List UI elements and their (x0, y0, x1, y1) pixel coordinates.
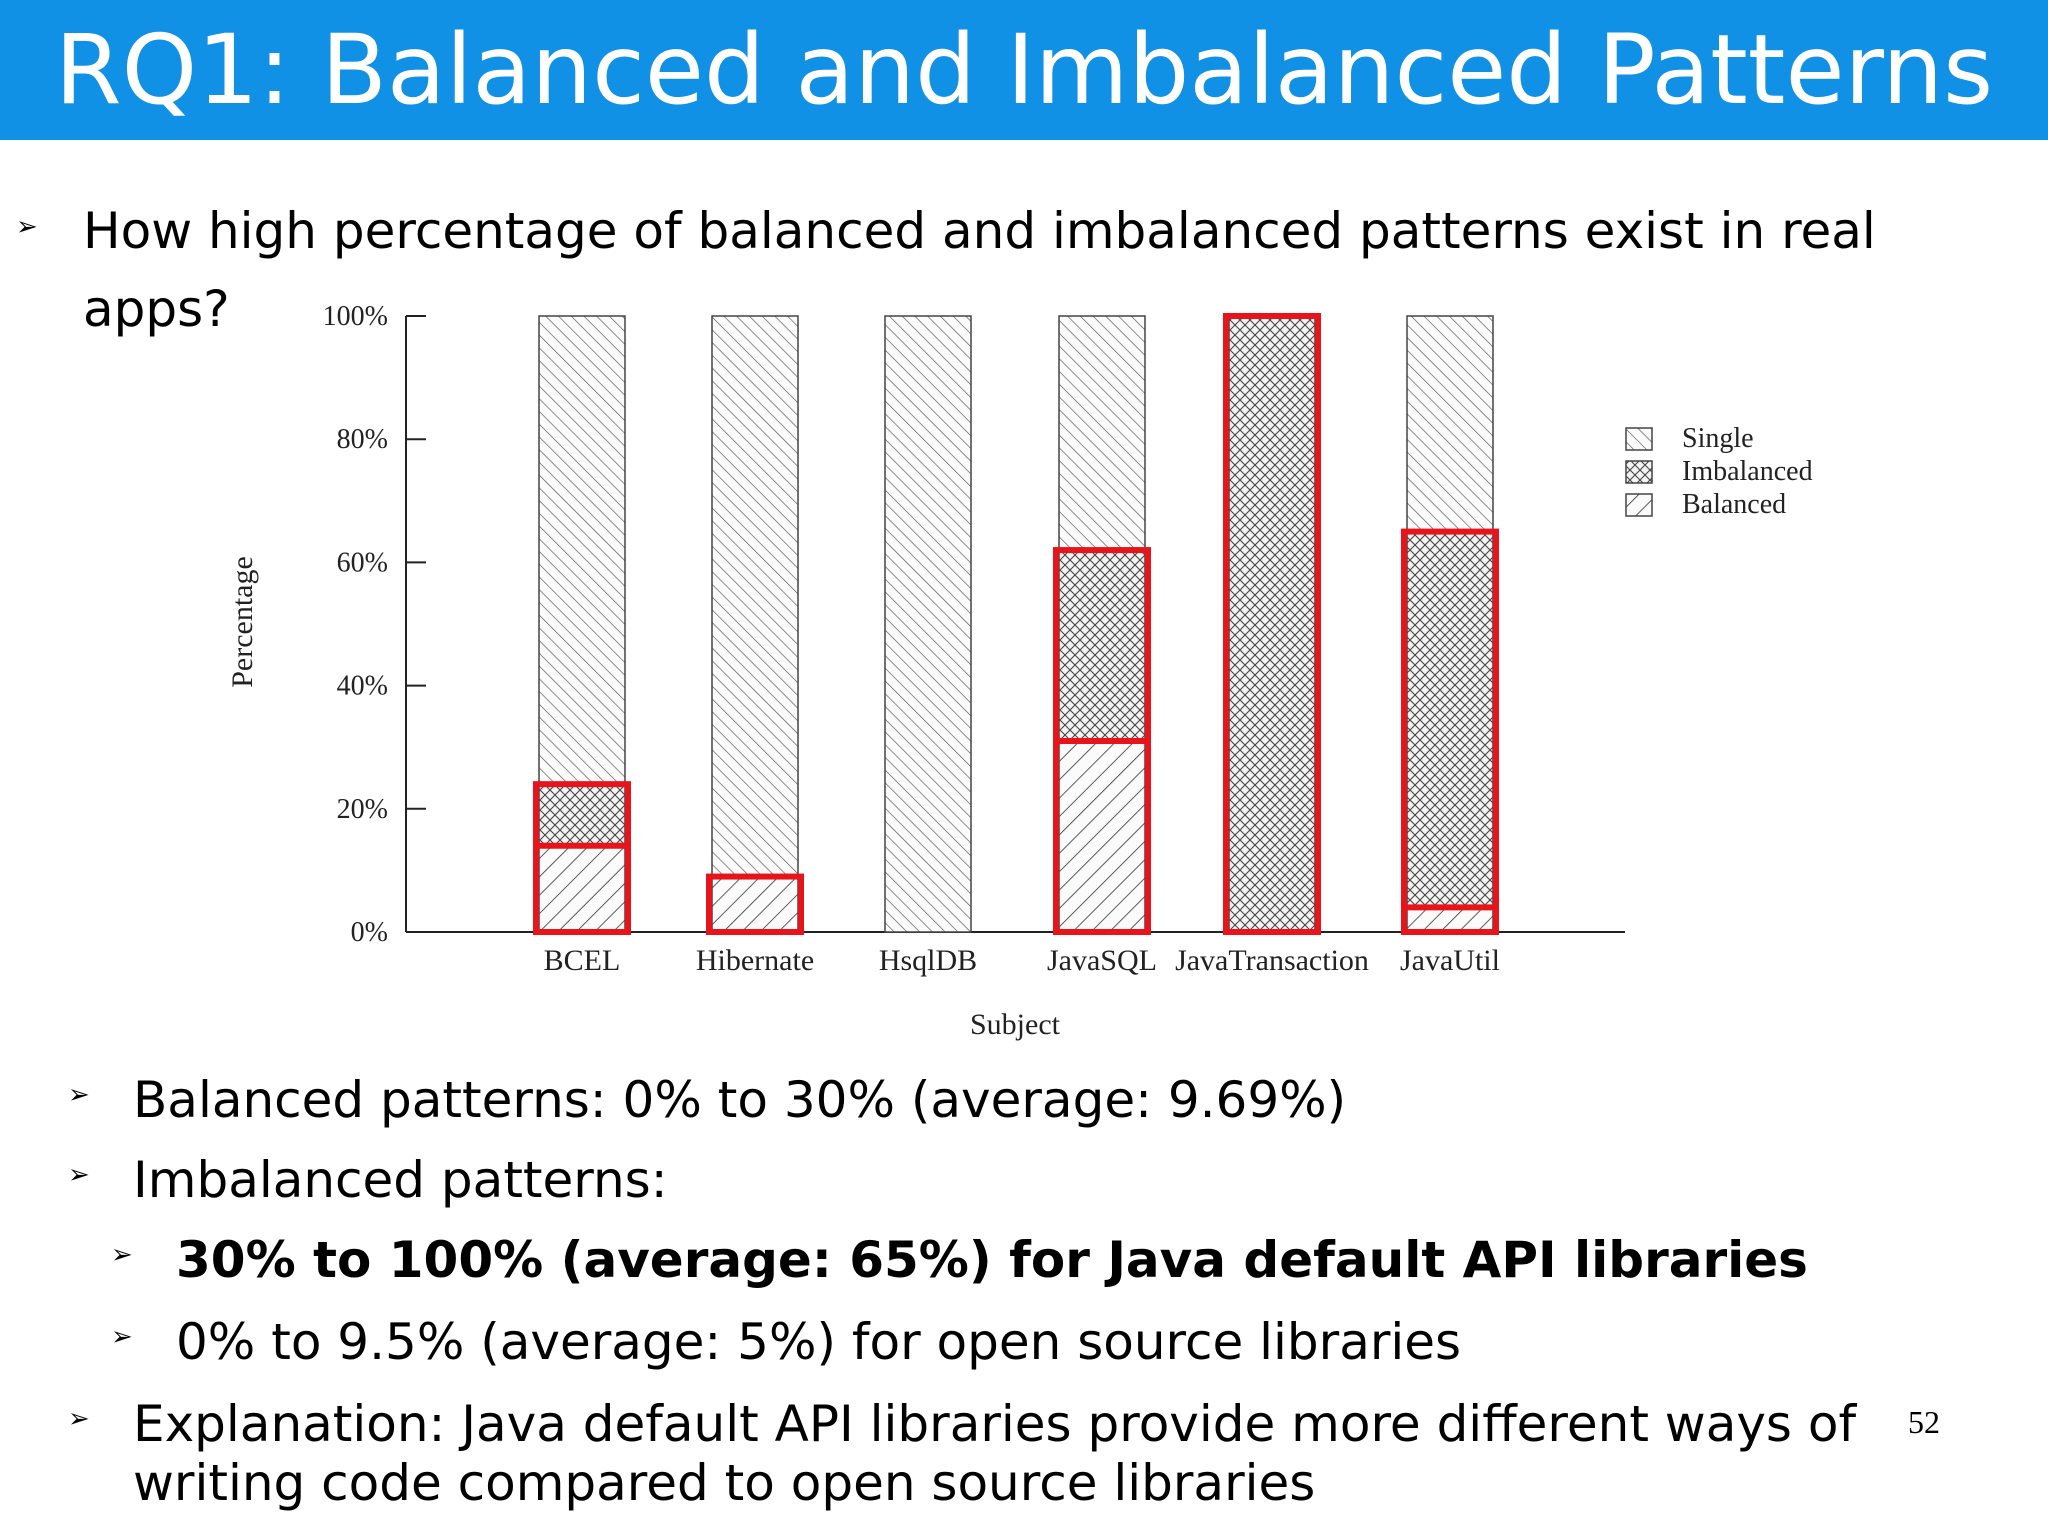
legend-swatch-imbalanced (1625, 460, 1653, 484)
bar-single-bcel (538, 315, 626, 785)
bullet-arrow-icon: ➢ (68, 1160, 90, 1190)
page-number: 52 (1908, 1404, 1940, 1440)
bullet-imbalanced: Imbalanced patterns: (133, 1151, 668, 1209)
bar-balanced-bcel (538, 845, 626, 933)
slide-title: RQ1: Balanced and Imbalanced Patterns (54, 14, 1994, 126)
bullet-arrow-icon: ➢ (111, 1322, 133, 1352)
bar-single-javasql (1058, 315, 1146, 551)
x-tick-label: HsqlDB (879, 944, 977, 977)
highlight-box-bcel (533, 781, 631, 935)
bar-balanced-javautil (1406, 906, 1494, 933)
title-bar: RQ1: Balanced and Imbalanced Patterns (0, 0, 2048, 140)
legend-swatch-single (1625, 427, 1653, 451)
bar-imbalanced-javautil (1406, 530, 1494, 909)
explanation-line-1: Explanation: Java default API libraries … (133, 1395, 1857, 1453)
y-tick-label: 60% (337, 547, 388, 578)
y-tick-label: 100% (323, 301, 388, 332)
x-tick-label: BCEL (544, 944, 621, 977)
question-line-1: How high percentage of balanced and imba… (83, 202, 1876, 260)
x-tick-label: JavaSQL (1047, 944, 1157, 977)
legend-swatch-balanced (1625, 493, 1653, 517)
highlight-box-javautil (1401, 528, 1499, 935)
explanation-line-2: writing code compared to open source lib… (133, 1454, 1316, 1512)
bar-balanced-hibernate (711, 875, 799, 933)
legend-label-single: Single (1682, 423, 1754, 454)
question-line-2: apps? (83, 280, 230, 338)
x-tick-label: JavaUtil (1400, 944, 1500, 977)
x-axis-label: Subject (970, 1008, 1061, 1041)
bullet-balanced: Balanced patterns: 0% to 30% (average: 9… (133, 1071, 1347, 1129)
legend-label-balanced: Balanced (1682, 489, 1786, 520)
bar-imbalanced-bcel (538, 783, 626, 847)
stacked-bar-chart: 0% 20% 40% 60% 80% 100% Percentage Subject BCEL H… (226, 301, 1813, 1041)
bar-single-javautil (1406, 315, 1494, 533)
bar-imbalanced-javasql (1058, 549, 1146, 742)
y-axis-label: Percentage (226, 556, 259, 688)
y-tick-label: 40% (337, 671, 388, 702)
x-tick-label: Hibernate (696, 944, 814, 977)
bar-single-hibernate (711, 315, 799, 878)
bar-imbalanced-javatransaction (1228, 315, 1316, 933)
sub-bullet-java: 30% to 100% (average: 65%) for Java defa… (176, 1231, 1808, 1289)
y-tick-label: 80% (337, 424, 388, 455)
bullet-arrow-icon: ➢ (68, 1404, 90, 1434)
y-tick-label: 0% (351, 917, 388, 948)
legend-label-imbalanced: Imbalanced (1682, 456, 1813, 487)
bar-balanced-javasql (1058, 740, 1146, 933)
bullet-arrow-icon: ➢ (111, 1240, 133, 1270)
sub-bullet-open: 0% to 9.5% (average: 5%) for open source… (176, 1313, 1462, 1371)
bar-single-hsqldb (884, 315, 972, 933)
highlight-box-javatransaction (1223, 313, 1321, 935)
bullet-arrow-icon: ➢ (16, 212, 38, 242)
y-tick-label: 20% (337, 794, 388, 825)
x-tick-label: JavaTransaction (1175, 944, 1369, 977)
highlight-box-hibernate (706, 873, 804, 935)
bullet-arrow-icon: ➢ (68, 1080, 90, 1110)
